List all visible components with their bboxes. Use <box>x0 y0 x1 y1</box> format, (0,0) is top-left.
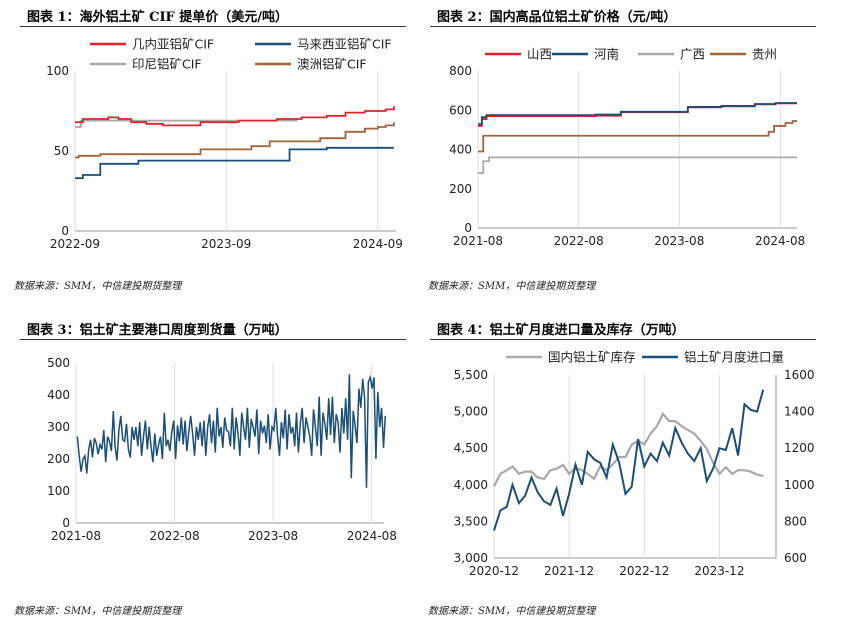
source-note: 数据来源：SMM，中信建投期货整理 <box>428 281 596 292</box>
y2-tick-label: 800 <box>784 514 807 528</box>
y-tick-label: 400 <box>449 143 472 157</box>
legend-label: 铝土矿月度进口量 <box>684 350 784 365</box>
chart-title: 图表 4：铝土矿月度进口量及库存（万吨） <box>437 323 685 338</box>
x-tick-label: 2020-12 <box>469 564 519 578</box>
x-tick-label: 2021-08 <box>453 234 503 248</box>
y-tick-label: 200 <box>449 182 472 196</box>
y-tick-label: 0 <box>62 516 70 530</box>
y-tick-label: 0 <box>464 221 472 235</box>
legend-label: 广西 <box>680 47 705 62</box>
x-tick-label: 2021-08 <box>51 529 101 543</box>
title-rule <box>20 26 406 27</box>
series-line <box>493 389 765 531</box>
title-rule <box>20 339 406 340</box>
chart-plot: 0 100 200 300 400 500 2021-08 2022-08 2023-08 202… <box>47 356 397 543</box>
chart-title: 图表 3：铝土矿主要港口周度到货量（万吨） <box>27 323 288 338</box>
y-tick-label: 4,500 <box>454 441 488 455</box>
chart-title: 图表 2：国内高品位铝土矿价格（元/吨） <box>437 10 677 25</box>
x-tick-label: 2023-08 <box>654 234 704 248</box>
y-tick-label: 5,500 <box>454 368 488 382</box>
legend-label: 澳洲铝矿CIF <box>297 57 367 72</box>
chart-plot: 0 50 100 2022-09 2023-09 2024-09 几内亚铝矿CIF 马来西亚铝… <box>46 37 403 252</box>
x-tick-label: 2023-12 <box>694 564 744 578</box>
y2-tick-label: 1600 <box>784 368 815 382</box>
x-tick-label: 2023-09 <box>201 237 251 251</box>
x-tick-label: 2022-08 <box>554 234 604 248</box>
y-tick-label: 3,500 <box>454 514 488 528</box>
y-tick-label: 500 <box>47 356 70 370</box>
chart-title: 图表 1：海外铝土矿 CIF 提单价（美元/吨） <box>27 10 289 25</box>
legend-label: 贵州 <box>752 47 777 62</box>
y2-tick-label: 1400 <box>784 405 815 419</box>
y-tick-label: 100 <box>46 64 69 78</box>
y2-tick-label: 1200 <box>784 441 815 455</box>
legend-label: 印尼铝矿CIF <box>132 57 202 72</box>
legend-label: 国内铝土矿库存 <box>548 350 636 365</box>
title-rule <box>430 339 816 340</box>
source-note: 数据来源：SMM，中信建投期货整理 <box>428 606 596 617</box>
series-line <box>76 374 387 488</box>
y-tick-label: 3,000 <box>454 551 488 565</box>
y-tick-label: 100 <box>47 484 70 498</box>
x-tick-label: 2022-09 <box>50 237 100 251</box>
y-tick-label: 300 <box>47 420 70 434</box>
series-line <box>75 106 395 127</box>
y-tick-label: 4,000 <box>454 478 488 492</box>
y-tick-label: 400 <box>47 388 70 402</box>
series-line <box>75 119 298 128</box>
y-tick-label: 600 <box>449 103 472 117</box>
y-tick-label: 5,000 <box>454 405 488 419</box>
series-line <box>478 120 797 153</box>
x-tick-label: 2024-08 <box>347 529 397 543</box>
y2-tick-label: 1000 <box>784 478 815 492</box>
x-tick-label: 2022-08 <box>149 529 199 543</box>
y-tick-label: 50 <box>54 144 69 158</box>
source-note: 数据来源：SMM，中信建投期货整理 <box>14 606 182 617</box>
x-tick-label: 2021-12 <box>544 564 594 578</box>
y-tick-label: 0 <box>61 224 69 238</box>
x-tick-label: 2023-08 <box>248 529 298 543</box>
x-tick-label: 2022-12 <box>619 564 669 578</box>
y-tick-label: 200 <box>47 452 70 466</box>
series-line <box>478 156 797 174</box>
chart-plot: 0 200 400 600 800 2021-08 2022-08 2023-08 2024-0… <box>449 47 805 249</box>
title-rule <box>430 26 816 27</box>
source-note: 数据来源：SMM，中信建投期货整理 <box>14 281 182 292</box>
legend-label: 几内亚铝矿CIF <box>132 37 214 52</box>
y2-tick-label: 600 <box>784 551 807 565</box>
legend-label: 马来西亚铝矿CIF <box>297 37 392 52</box>
chart-plot: 3,000 3,500 4,000 4,500 5,000 5,500 2020-12 202… <box>454 350 815 579</box>
series-line <box>75 146 394 180</box>
series-line <box>493 411 764 487</box>
series-line <box>75 122 395 159</box>
y-tick-label: 800 <box>449 64 472 78</box>
x-tick-label: 2024-09 <box>353 237 403 251</box>
legend-label: 山西 <box>527 47 552 62</box>
x-tick-label: 2024-08 <box>755 234 805 248</box>
series-line <box>478 102 797 125</box>
legend-label: 河南 <box>594 47 619 62</box>
